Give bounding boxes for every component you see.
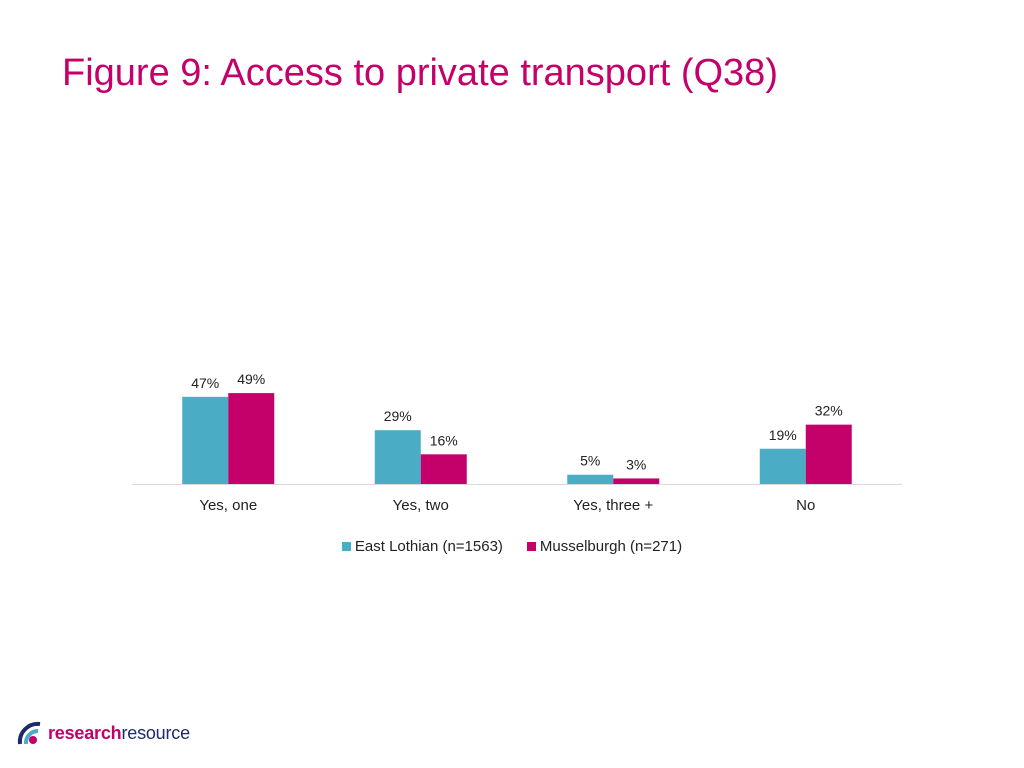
bar-east-lothian-n-1563-no <box>759 448 806 484</box>
legend-item-musselburgh: Musselburgh (n=271) <box>526 538 683 555</box>
legend-label-east-lothian: East Lothian (n=1563) <box>354 538 503 555</box>
data-label-musselburgh-n-271-yes-one: 49% <box>237 371 265 387</box>
data-label-east-lothian-n-1563-yes-three: 5% <box>580 453 600 469</box>
data-label-east-lothian-n-1563-no: 19% <box>769 427 797 443</box>
data-label-east-lothian-n-1563-yes-two: 29% <box>384 408 412 424</box>
page-title: Figure 9: Access to private transport (Q… <box>62 52 778 94</box>
x-tick-label-no: No <box>796 497 815 514</box>
legend-swatch-musselburgh <box>526 542 536 551</box>
logo-arc-icon <box>17 721 41 745</box>
legend-label-musselburgh: Musselburgh (n=271) <box>539 538 683 555</box>
x-tick-label-yes-three: Yes, three + <box>573 497 653 514</box>
bar-east-lothian-n-1563-yes-three <box>567 474 614 484</box>
bars-layer: 47% 49% Yes, one 29% 16% Yes, two 5% 3% Yes, thr… <box>182 371 852 514</box>
data-label-musselburgh-n-271-yes-three: 3% <box>626 456 646 472</box>
bar-musselburgh-n-271-no <box>805 424 852 484</box>
legend-swatch-east-lothian <box>341 542 351 551</box>
chart-legend: East Lothian (n=1563) Musselburgh (n=271… <box>0 538 1024 555</box>
logo-wordmark: researchresource <box>48 722 190 743</box>
bar-east-lothian-n-1563-yes-one <box>182 396 229 484</box>
research-resource-logo: researchresource <box>16 720 190 746</box>
data-label-musselburgh-n-271-no: 32% <box>815 403 843 419</box>
bar-musselburgh-n-271-yes-three <box>613 478 660 484</box>
data-label-musselburgh-n-271-yes-two: 16% <box>430 432 458 448</box>
x-tick-label-yes-one: Yes, one <box>199 497 257 514</box>
x-tick-label-yes-two: Yes, two <box>393 497 449 514</box>
data-label-east-lothian-n-1563-yes-one: 47% <box>191 375 219 391</box>
legend-item-east-lothian: East Lothian (n=1563) <box>341 538 503 555</box>
bar-musselburgh-n-271-yes-one <box>228 393 275 484</box>
bar-east-lothian-n-1563-yes-two <box>374 430 421 484</box>
bar-musselburgh-n-271-yes-two <box>420 454 467 484</box>
